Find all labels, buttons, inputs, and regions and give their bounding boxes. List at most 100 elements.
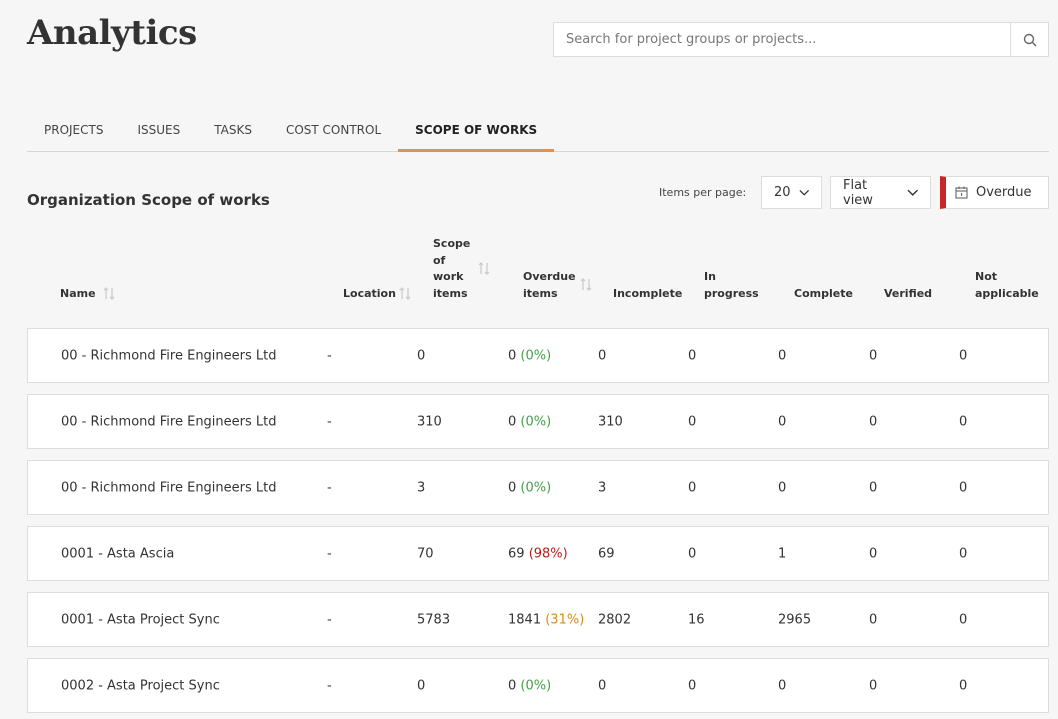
row-name[interactable]: 0001 - Asta Ascia: [61, 546, 175, 561]
column-header-verified: Verified: [884, 287, 933, 300]
table-row[interactable]: 00 - Richmond Fire Engineers Ltd - 0 0 (…: [27, 328, 1049, 383]
row-location: -: [327, 612, 332, 627]
row-in-progress: 16: [688, 612, 705, 627]
row-in-progress: 0: [688, 678, 697, 693]
row-verified: 0: [869, 678, 878, 693]
row-scope-items: 310: [417, 414, 442, 429]
row-location: -: [327, 414, 332, 429]
overdue-percent: (0%): [520, 678, 552, 693]
column-header-complete: Complete: [794, 287, 853, 300]
row-complete: 0: [778, 414, 787, 429]
row-location: -: [327, 480, 332, 495]
row-scope-items: 70: [417, 546, 434, 561]
column-header-scope-items[interactable]: Scope of work items: [433, 237, 471, 300]
row-complete: 1: [778, 546, 787, 561]
items-per-page-value: 20: [774, 185, 791, 200]
column-header-in-progress: In progress: [704, 270, 759, 300]
row-scope-items: 0: [417, 678, 426, 693]
table-row[interactable]: 0001 - Asta Project Sync - 5783 1841 (31…: [27, 592, 1049, 647]
row-in-progress: 0: [688, 546, 697, 561]
row-not-applicable: 0: [959, 348, 968, 363]
row-in-progress: 0: [688, 348, 697, 363]
row-name[interactable]: 0001 - Asta Project Sync: [61, 612, 220, 627]
tab-issues[interactable]: ISSUES: [137, 123, 181, 137]
sort-icon[interactable]: [399, 287, 411, 300]
tab-projects[interactable]: PROJECTS: [44, 123, 104, 137]
overdue-filter-label: Overdue: [976, 185, 1032, 200]
row-verified: 0: [869, 348, 878, 363]
row-verified: 0: [869, 546, 878, 561]
row-not-applicable: 0: [959, 612, 968, 627]
row-complete: 0: [778, 348, 787, 363]
row-verified: 0: [869, 414, 878, 429]
column-header-incomplete: Incomplete: [613, 287, 683, 300]
tab-cost-control[interactable]: COST CONTROL: [285, 123, 382, 137]
table-row[interactable]: 00 - Richmond Fire Engineers Ltd - 310 0…: [27, 394, 1049, 449]
row-incomplete: 0: [598, 678, 607, 693]
row-incomplete: 0: [598, 348, 607, 363]
tab-scope-of-works[interactable]: SCOPE OF WORKS: [398, 112, 555, 152]
calendar-icon: [955, 186, 968, 199]
row-incomplete: 3: [598, 480, 607, 495]
section-title: Organization Scope of works: [27, 191, 270, 209]
row-in-progress: 0: [688, 414, 697, 429]
row-in-progress: 0: [688, 480, 697, 495]
chevron-down-icon: [907, 189, 918, 196]
row-overdue: 69 (98%): [508, 546, 568, 561]
items-per-page-label: Items per page:: [659, 186, 747, 199]
row-complete: 0: [778, 678, 787, 693]
view-mode-select[interactable]: Flat view: [830, 176, 931, 209]
row-not-applicable: 0: [959, 414, 968, 429]
column-header-name[interactable]: Name: [60, 287, 96, 300]
table-row[interactable]: 00 - Richmond Fire Engineers Ltd - 3 0 (…: [27, 460, 1049, 515]
search-icon: [1023, 33, 1036, 46]
overdue-percent: (0%): [520, 414, 552, 429]
row-complete: 0: [778, 480, 787, 495]
row-verified: 0: [869, 612, 878, 627]
column-header-overdue[interactable]: Overdue items: [523, 270, 576, 300]
row-name[interactable]: 00 - Richmond Fire Engineers Ltd: [61, 480, 277, 495]
chevron-down-icon: [798, 189, 809, 196]
row-location: -: [327, 546, 332, 561]
sort-icon[interactable]: [103, 287, 115, 300]
table-row[interactable]: 0001 - Asta Ascia - 70 69 (98%) 69 0 1 0…: [27, 526, 1049, 581]
row-verified: 0: [869, 480, 878, 495]
row-overdue: 1841 (31%): [508, 612, 585, 627]
row-scope-items: 0: [417, 348, 426, 363]
row-not-applicable: 0: [959, 546, 968, 561]
search-button[interactable]: [1010, 23, 1048, 56]
row-complete: 2965: [778, 612, 812, 627]
overdue-filter-button[interactable]: Overdue: [940, 176, 1049, 209]
table-row[interactable]: 0002 - Asta Project Sync - 0 0 (0%) 0 0 …: [27, 658, 1049, 713]
analytics-tabs: PROJECTS ISSUES TASKS COST CONTROL SCOPE…: [27, 112, 1049, 152]
overdue-percent: (0%): [520, 348, 552, 363]
search-input[interactable]: [554, 23, 1010, 56]
row-location: -: [327, 348, 332, 363]
row-overdue: 0 (0%): [508, 414, 552, 429]
view-mode-value: Flat view: [843, 177, 873, 208]
row-not-applicable: 0: [959, 480, 968, 495]
sort-icon[interactable]: [580, 278, 592, 291]
row-overdue: 0 (0%): [508, 480, 552, 495]
sort-icon[interactable]: [478, 262, 490, 275]
row-name[interactable]: 00 - Richmond Fire Engineers Ltd: [61, 414, 277, 429]
row-not-applicable: 0: [959, 678, 968, 693]
tab-tasks[interactable]: TASKS: [214, 123, 252, 137]
row-overdue: 0 (0%): [508, 678, 552, 693]
row-incomplete: 69: [598, 546, 615, 561]
row-name[interactable]: 00 - Richmond Fire Engineers Ltd: [61, 348, 277, 363]
overdue-percent: (0%): [520, 480, 552, 495]
row-scope-items: 5783: [417, 612, 451, 627]
search-box: [553, 22, 1049, 57]
row-incomplete: 2802: [598, 612, 632, 627]
row-location: -: [327, 678, 332, 693]
column-header-location[interactable]: Location: [343, 287, 396, 300]
page-title: Analytics: [27, 13, 197, 53]
row-scope-items: 3: [417, 480, 426, 495]
row-overdue: 0 (0%): [508, 348, 552, 363]
column-header-not-applicable: Not applicable: [975, 270, 1039, 300]
items-per-page-select[interactable]: 20: [761, 176, 822, 209]
overdue-percent: (98%): [528, 546, 568, 561]
row-name[interactable]: 0002 - Asta Project Sync: [61, 678, 220, 693]
row-incomplete: 310: [598, 414, 623, 429]
